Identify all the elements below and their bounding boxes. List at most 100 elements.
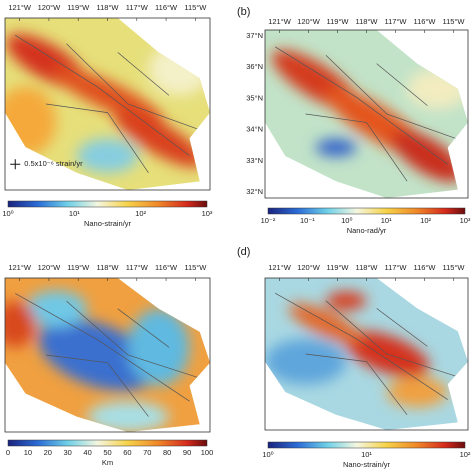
colorbar-tick: 10² — [135, 209, 146, 218]
fault-line — [305, 353, 408, 416]
lon-label: 118°W — [355, 17, 378, 26]
colorbar — [7, 439, 208, 447]
lon-label: 119°W — [326, 17, 349, 26]
lon-label: 120°W — [38, 263, 62, 272]
strain-blob — [38, 319, 156, 391]
fault-line — [66, 300, 200, 379]
lon-label: 115°W — [442, 263, 465, 272]
map-panel: 121°W 120°W 119°W 118°W 117°W 116°W 115°W (d) 10… — [237, 246, 471, 469]
colorbar-tick: 40 — [83, 448, 91, 457]
fault-line — [117, 52, 170, 96]
lon-label: 121°W — [8, 263, 32, 272]
fault-line — [45, 103, 149, 173]
lat-label: 35°N — [246, 93, 263, 102]
panel-label: (d) — [237, 246, 250, 258]
colorbar-tick: 0 — [6, 448, 10, 457]
colorbar-tick: 60 — [123, 448, 131, 457]
lon-label: 116°W — [413, 263, 436, 272]
colorbar-tick: 20 — [44, 448, 52, 457]
map-field — [265, 278, 468, 430]
lon-label: 119°W — [326, 263, 349, 272]
lon-label: 117°W — [384, 17, 407, 26]
colorbar-tick: 10¹ — [69, 209, 80, 218]
colorbar-tick: 90 — [183, 448, 191, 457]
colorbar-tick: 50 — [103, 448, 111, 457]
colorbar-tick: 30 — [64, 448, 72, 457]
fault-line — [274, 46, 448, 165]
fault-line — [45, 354, 149, 417]
fault-line — [274, 292, 448, 400]
lon-label: 118°W — [96, 3, 119, 12]
lon-label: 117°W — [126, 263, 149, 272]
map-panel: 121°W 120°W 119°W 118°W 117°W 116°W 115°W 0 10 20… — [4, 263, 214, 467]
legend-cross — [10, 159, 21, 170]
map-panel: 121°W 120°W 119°W 118°W 117°W 116°W 115°W 37°N 3… — [237, 6, 471, 235]
strain-blob — [265, 338, 347, 385]
lon-label: 119°W — [67, 3, 90, 12]
colorbar-tick: 10 — [24, 448, 32, 457]
lat-label: 36°N — [246, 62, 263, 71]
strain-blob — [5, 301, 36, 348]
map-blobs — [271, 49, 468, 182]
lon-label: 120°W — [297, 263, 321, 272]
fault-line — [305, 113, 408, 182]
lon-label: 120°W — [38, 3, 62, 12]
lat-label: 32°N — [246, 187, 263, 196]
fault-line — [325, 54, 458, 140]
colorbar-label: Nano-strain/yr — [343, 460, 391, 469]
colorbar-tick: 10⁰ — [2, 209, 13, 218]
colorbar-tick: 10¹ — [381, 216, 392, 225]
map-field — [5, 278, 210, 432]
strain-blob — [315, 139, 357, 157]
lat-label: 34°N — [246, 125, 263, 134]
colorbar-tick: 10⁰ — [341, 216, 352, 225]
lon-label: 117°W — [384, 263, 407, 272]
panel-label: (b) — [237, 6, 250, 18]
strain-blob — [76, 138, 139, 173]
fault-line — [376, 63, 428, 106]
lon-label: 116°W — [155, 3, 178, 12]
strain-blob — [288, 303, 364, 344]
colorbar-tick: 10² — [420, 216, 431, 225]
strain-blob — [113, 109, 204, 168]
colorbar-tick: 80 — [163, 448, 171, 457]
strain-blob — [391, 130, 463, 182]
fault-line — [376, 308, 428, 347]
lon-label: 117°W — [126, 3, 149, 12]
fault-line — [15, 34, 190, 156]
colorbar-label: Km — [102, 458, 113, 467]
lat-label: 37°N — [246, 31, 263, 40]
colorbar — [267, 207, 466, 215]
lon-label: 116°W — [413, 17, 436, 26]
strain-blob — [386, 376, 448, 408]
colorbar-tick: 100 — [201, 448, 214, 457]
strain-blob — [148, 43, 210, 96]
colorbar-label: Nano-rad/yr — [347, 226, 387, 235]
lat-label: 33°N — [246, 156, 263, 165]
colorbar-tick: 10¹ — [361, 450, 372, 459]
colorbar — [267, 441, 466, 449]
colorbar-tick: 10⁻¹ — [300, 216, 315, 225]
fault-line — [66, 43, 200, 131]
lon-label: 115°W — [442, 17, 465, 26]
colorbar-label: Nano-strain/yr — [84, 219, 132, 228]
colorbar-tick: 10³ — [202, 209, 213, 218]
strain-blob — [128, 308, 190, 386]
lon-label: 116°W — [155, 263, 178, 272]
colorbar-tick: 70 — [143, 448, 151, 457]
lon-label: 115°W — [184, 263, 207, 272]
lon-label: 120°W — [297, 17, 321, 26]
colorbar-tick: 10⁻² — [261, 216, 276, 225]
strain-blob — [51, 66, 164, 125]
legend-text: 0.5x10⁻⁶ strain/yr — [24, 159, 83, 168]
lon-label: 119°W — [67, 263, 90, 272]
lon-label: 121°W — [268, 263, 292, 272]
fault-line — [117, 308, 170, 348]
lon-label: 118°W — [355, 263, 378, 272]
lon-label: 121°W — [268, 17, 292, 26]
colorbar-tick: 10⁰ — [262, 450, 273, 459]
fault-line — [15, 293, 190, 402]
colorbar-tick: 10³ — [460, 216, 471, 225]
lon-label: 115°W — [184, 3, 207, 12]
